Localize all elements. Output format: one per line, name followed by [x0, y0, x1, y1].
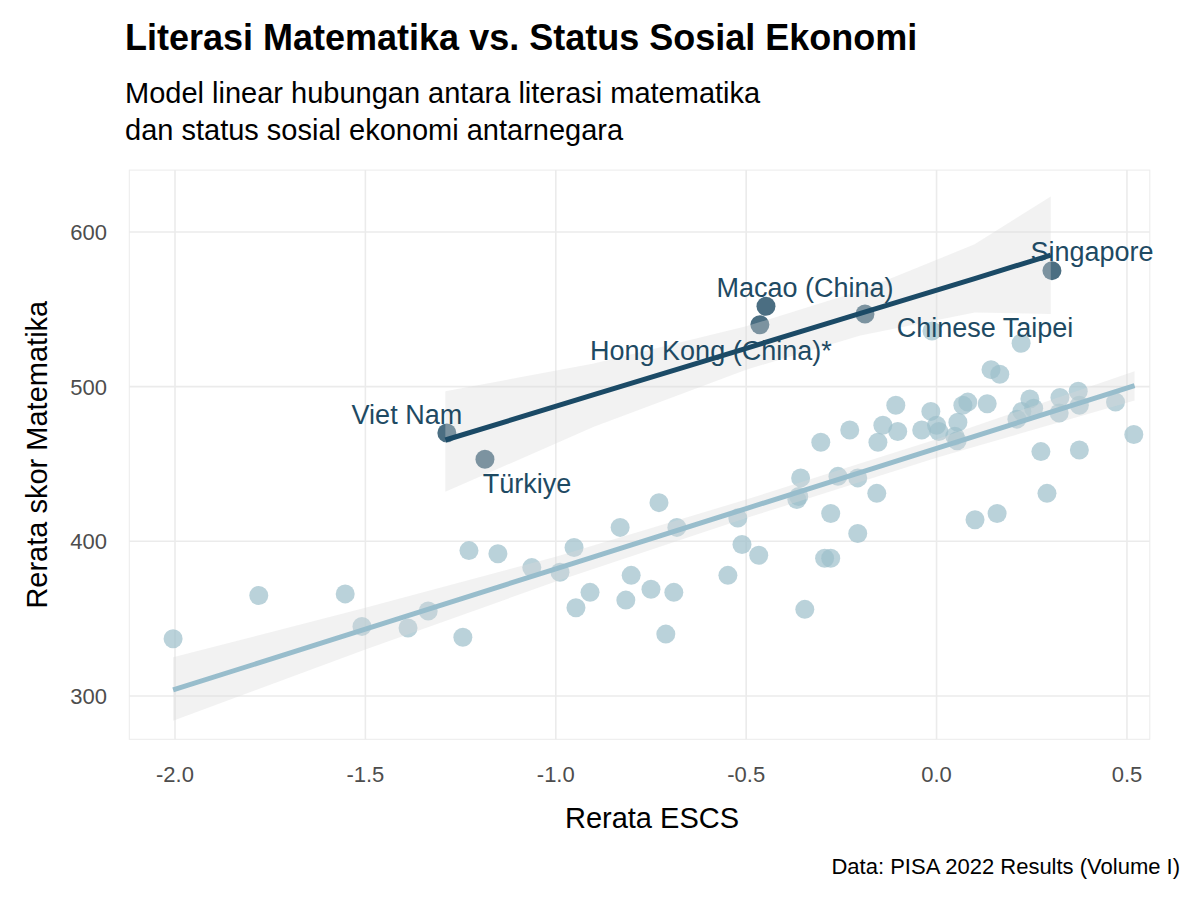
point [1070, 441, 1089, 460]
point [249, 586, 268, 605]
point-label: Viet Nam [352, 400, 463, 430]
y-tick-label: 300 [70, 684, 107, 709]
subtitle-line: Model linear hubungan antara literasi ma… [125, 77, 761, 109]
confidence-band [445, 196, 1050, 491]
x-tick-label: -2.0 [156, 762, 194, 787]
point [867, 484, 886, 503]
point [616, 591, 635, 610]
point [795, 600, 814, 619]
point [453, 628, 472, 647]
point [978, 394, 997, 413]
point [886, 396, 905, 415]
point [622, 566, 641, 585]
subtitle: Model linear hubungan antara literasi ma… [125, 77, 761, 146]
x-tick-label: -0.5 [727, 762, 765, 787]
point [718, 566, 737, 585]
point-label: Türkiye [483, 469, 572, 499]
grid [129, 170, 1150, 739]
confidence-band [173, 371, 1134, 721]
x-tick-label: 0.5 [1112, 762, 1143, 787]
point [649, 493, 668, 512]
point [664, 583, 683, 602]
x-grid-line [174, 170, 176, 739]
x-tick-label: 0.0 [921, 762, 952, 787]
y-tick-label: 500 [70, 375, 107, 400]
point [990, 365, 1009, 384]
x-grid-line [555, 170, 557, 739]
point [749, 546, 768, 565]
point [488, 544, 507, 563]
subtitle-line: dan status sosial ekonomi antarnegara [125, 114, 624, 146]
fit-line [173, 386, 1134, 690]
labels: Viet Nam Türkiye Hong Kong (China)* Macao (… [352, 237, 1154, 500]
point [840, 420, 859, 439]
point [641, 580, 660, 599]
caption: Data: PISA 2022 Results (Volume I) [831, 854, 1180, 879]
chart: -2.0 -1.5 -1.0 -0.5 0.0 0.5 300 400 500 600 Viet N… [0, 0, 1200, 900]
point [821, 504, 840, 523]
x-axis-title: Rerata ESCS [565, 802, 739, 834]
point [888, 422, 907, 441]
point [966, 510, 985, 529]
point [656, 625, 675, 644]
point [581, 583, 600, 602]
point [1031, 442, 1050, 461]
point [848, 524, 867, 543]
y-grid-line [129, 695, 1150, 697]
y-axis-title: Rerata skor Matematika [21, 300, 53, 609]
y-tick-label: 400 [70, 529, 107, 554]
plot-frame [129, 170, 1150, 739]
point [868, 433, 887, 452]
x-tick-label: -1.0 [537, 762, 575, 787]
fit-line [445, 255, 1050, 440]
point [336, 584, 355, 603]
point [948, 413, 967, 432]
title: Literasi Matematika vs. Status Sosial Ek… [125, 17, 917, 58]
point-label: Chinese Taipei [897, 313, 1074, 343]
point [1037, 484, 1056, 503]
x-tick-label: -1.5 [346, 762, 384, 787]
point [988, 504, 1007, 523]
point-label: Macao (China) [716, 273, 893, 303]
point [732, 535, 751, 554]
point-label: Hong Kong (China)* [590, 336, 832, 366]
point [1124, 425, 1143, 444]
point [566, 598, 585, 617]
point [611, 518, 630, 537]
point [811, 433, 830, 452]
point [821, 549, 840, 568]
y-tick-label: 600 [70, 220, 107, 245]
point-label: Singapore [1030, 237, 1153, 267]
x-grid-line [365, 170, 367, 739]
point [459, 541, 478, 560]
point [164, 629, 183, 648]
point [958, 393, 977, 412]
x-grid-line [745, 170, 747, 739]
plot-area [164, 196, 1144, 720]
